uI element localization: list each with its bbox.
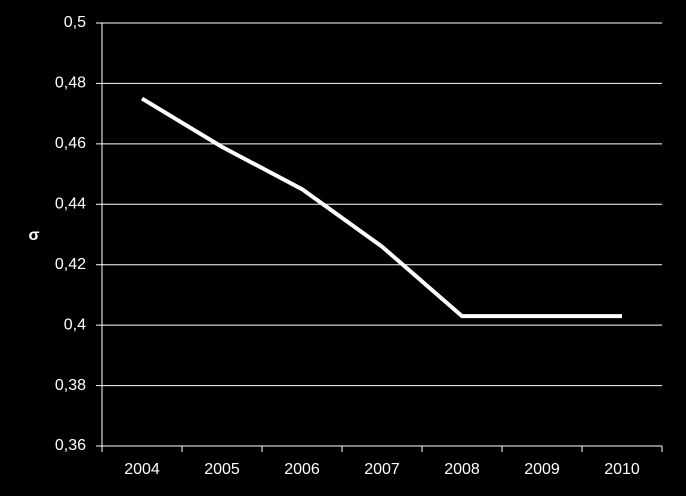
x-tick-label: 2009 <box>524 461 560 478</box>
y-tick-label: 0,36 <box>55 437 86 454</box>
x-tick-label: 2005 <box>204 461 240 478</box>
x-tick-label: 2004 <box>124 461 160 478</box>
x-tick-label: 2010 <box>604 461 640 478</box>
x-tick-label: 2007 <box>364 461 400 478</box>
y-tick-label: 0,5 <box>64 14 86 31</box>
y-tick-label: 0,46 <box>55 135 86 152</box>
y-tick-label: 0,48 <box>55 75 86 92</box>
x-tick-label: 2008 <box>444 461 480 478</box>
y-tick-label: 0,4 <box>64 316 86 333</box>
line-series <box>140 96 622 319</box>
y-axis-label: σ <box>29 227 40 244</box>
y-tick-label: 0,42 <box>55 256 86 273</box>
x-tick-label: 2006 <box>284 461 320 478</box>
y-tick-label: 0,38 <box>55 377 86 394</box>
y-tick-label: 0,44 <box>55 196 86 213</box>
